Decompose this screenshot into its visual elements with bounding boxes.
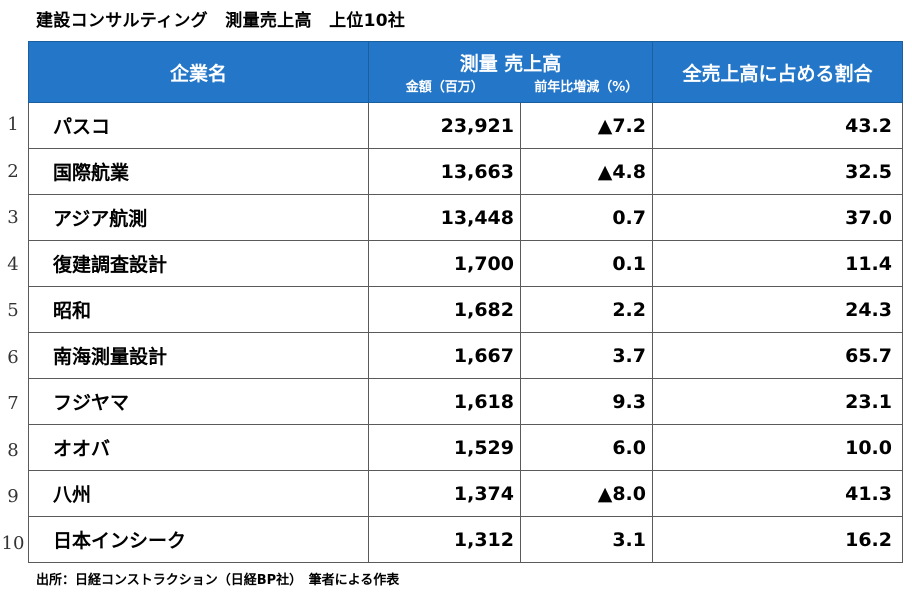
company-cell: アジア航測 (28, 194, 369, 241)
change-cell: 2.2 (520, 286, 653, 333)
amount-cell: 1,312 (368, 516, 521, 563)
amount-cell: 1,682 (368, 286, 521, 333)
share-cell: 24.3 (652, 286, 903, 333)
change-cell: ▲4.8 (520, 148, 653, 195)
share-cell: 10.0 (652, 424, 903, 471)
company-cell: 八州 (28, 470, 369, 517)
change-cell: 9.3 (520, 378, 653, 425)
change-cell: ▲7.2 (520, 102, 653, 149)
amount-cell: 1,618 (368, 378, 521, 425)
change-cell: ▲8.0 (520, 470, 653, 517)
page-title: 建設コンサルティング 測量売上高 上位10社 (36, 11, 406, 31)
table-row: オオバ 1,529 6.0 10.0 (28, 424, 903, 471)
company-cell: 日本インシーク (28, 516, 369, 563)
company-cell: パスコ (28, 102, 369, 149)
amount-cell: 1,374 (368, 470, 521, 517)
source-note: 出所：日経コンストラクション（日経BP社） 筆者による作表 (36, 573, 400, 588)
share-cell: 65.7 (652, 332, 903, 379)
header-change: 前年比増減（%） (520, 76, 653, 103)
table-row: アジア航測 13,448 0.7 37.0 (28, 194, 903, 241)
table-row: 南海測量設計 1,667 3.7 65.7 (28, 332, 903, 379)
table-row: 復建調査設計 1,700 0.1 11.4 (28, 240, 903, 287)
table-row: フジヤマ 1,618 9.3 23.1 (28, 378, 903, 425)
company-cell: 昭和 (28, 286, 369, 333)
amount-cell: 1,700 (368, 240, 521, 287)
table-row: 国際航業 13,663 ▲4.8 32.5 (28, 148, 903, 195)
header-company: 企業名 (28, 41, 369, 103)
share-cell: 43.2 (652, 102, 903, 149)
table-row: 日本インシーク 1,312 3.1 16.2 (28, 516, 903, 563)
company-cell: フジヤマ (28, 378, 369, 425)
company-cell: 国際航業 (28, 148, 369, 195)
table-row: 八州 1,374 ▲8.0 41.3 (28, 470, 903, 517)
share-cell: 37.0 (652, 194, 903, 241)
rank-number: 6 (7, 346, 19, 368)
header-share: 全売上高に占める割合 (652, 41, 903, 103)
rank-number: 7 (7, 393, 19, 414)
share-cell: 32.5 (652, 148, 903, 195)
company-cell: 復建調査設計 (28, 240, 369, 287)
rank-number: 10 (1, 532, 25, 554)
change-cell: 0.7 (520, 194, 653, 241)
table-row: パスコ 23,921 ▲7.2 43.2 (28, 102, 903, 149)
header-sales-group: 測量 売上高 (368, 41, 653, 76)
header-amount: 金額（百万） (368, 76, 521, 103)
change-cell: 3.1 (520, 516, 653, 563)
amount-cell: 13,448 (368, 194, 521, 241)
share-cell: 16.2 (652, 516, 903, 563)
rank-number: 4 (7, 253, 19, 275)
change-cell: 0.1 (520, 240, 653, 287)
rank-number: 9 (7, 486, 19, 507)
ranking-table: 企業名 測量 売上高 全売上高に占める割合 金額（百万） 前年比増減（%） パス… (28, 41, 903, 563)
share-cell: 23.1 (652, 378, 903, 425)
share-cell: 41.3 (652, 470, 903, 517)
amount-cell: 1,529 (368, 424, 521, 471)
rank-number: 2 (7, 160, 19, 182)
rank-number: 5 (7, 300, 19, 321)
company-cell: 南海測量設計 (28, 332, 369, 379)
rank-number: 1 (7, 114, 19, 135)
share-cell: 11.4 (652, 240, 903, 287)
amount-cell: 13,663 (368, 148, 521, 195)
change-cell: 6.0 (520, 424, 653, 471)
change-cell: 3.7 (520, 332, 653, 379)
amount-cell: 23,921 (368, 102, 521, 149)
table-row: 昭和 1,682 2.2 24.3 (28, 286, 903, 333)
rank-number: 3 (7, 207, 19, 228)
rank-number: 8 (7, 439, 19, 461)
company-cell: オオバ (28, 424, 369, 471)
amount-cell: 1,667 (368, 332, 521, 379)
